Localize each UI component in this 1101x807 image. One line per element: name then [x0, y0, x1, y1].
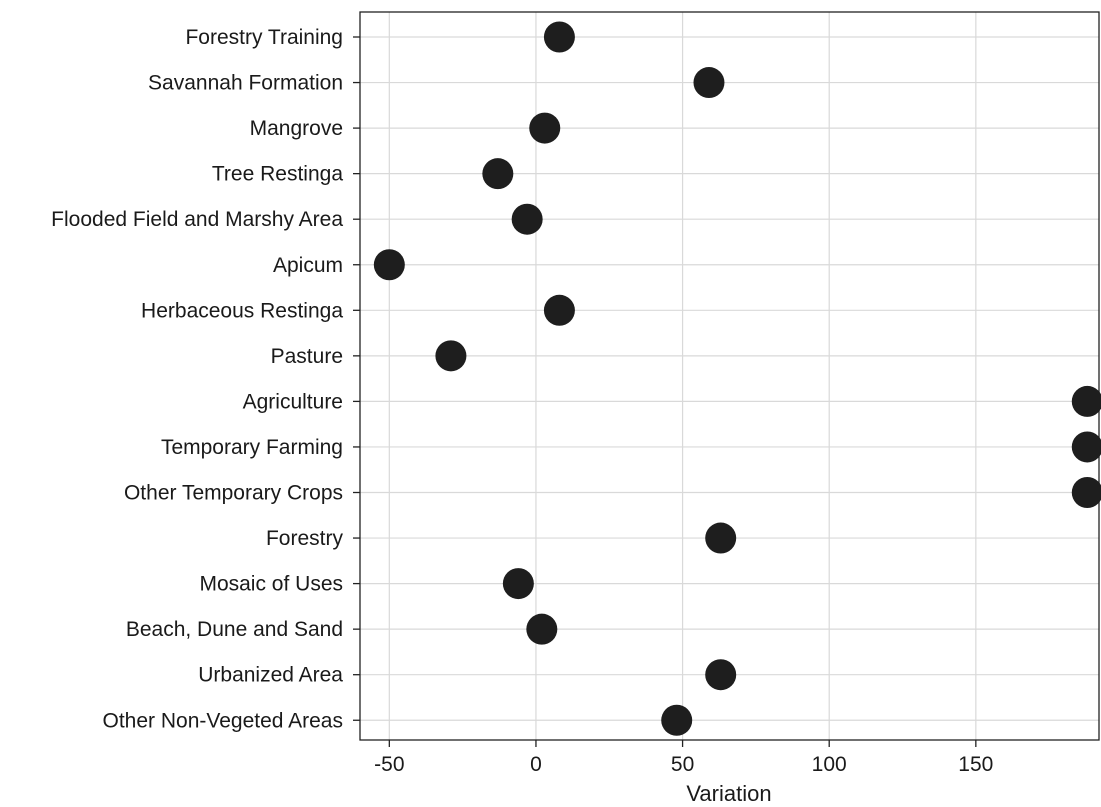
category-label: Forestry Training	[185, 26, 343, 49]
data-point	[502, 568, 534, 600]
plot-frame	[359, 11, 1100, 741]
category-label: Beach, Dune and Sand	[126, 618, 343, 641]
category-label: Temporary Farming	[161, 436, 343, 459]
data-point	[705, 522, 737, 554]
data-point	[661, 704, 693, 736]
data-point	[693, 67, 725, 99]
category-label: Other Temporary Crops	[124, 482, 343, 505]
x-tick-label: 50	[671, 753, 694, 776]
data-point	[1071, 385, 1101, 417]
category-label: Other Non-Vegeted Areas	[103, 709, 344, 732]
category-label: Agriculture	[243, 390, 343, 413]
data-point	[1071, 477, 1101, 508]
tick-layer	[353, 36, 977, 747]
category-label: Mosaic of Uses	[199, 573, 343, 596]
data-point	[543, 21, 575, 53]
data-point	[482, 158, 514, 190]
data-point	[1071, 431, 1101, 463]
category-label: Herbaceous Restinga	[141, 299, 343, 322]
x-tick-labels: -50 0 50 100 150	[374, 753, 993, 776]
data-point	[435, 340, 467, 372]
points-layer	[373, 21, 1101, 736]
data-point	[543, 294, 575, 326]
category-label: Forestry	[266, 527, 344, 550]
data-point	[373, 249, 405, 281]
category-label: Flooded Field and Marshy Area	[51, 208, 343, 231]
category-labels: Forestry Training Savannah Formation Mangr…	[51, 26, 343, 732]
data-point	[511, 203, 543, 235]
category-label: Apicum	[273, 254, 343, 277]
x-tick-label: 150	[958, 753, 993, 776]
data-point	[705, 659, 737, 691]
category-label: Mangrove	[250, 117, 343, 140]
category-label: Savannah Formation	[148, 72, 343, 95]
x-tick-label: -50	[374, 753, 404, 776]
x-tick-label: 100	[812, 753, 847, 776]
grid-layer	[360, 12, 1099, 740]
category-label: Urbanized Area	[198, 664, 343, 687]
x-axis-title: Variation	[686, 781, 771, 806]
data-point	[526, 613, 558, 645]
data-point	[529, 112, 561, 144]
category-label: Pasture	[271, 345, 343, 368]
category-label: Tree Restinga	[212, 163, 343, 186]
x-tick-label: 0	[530, 753, 542, 776]
